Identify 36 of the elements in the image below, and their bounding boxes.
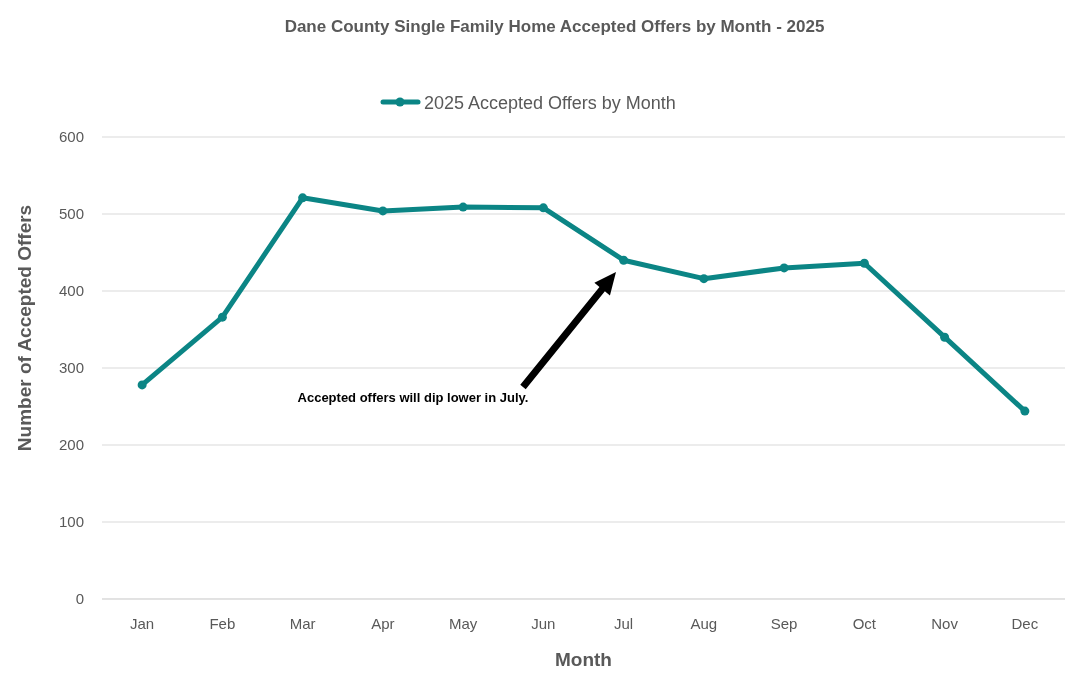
point	[137, 380, 147, 390]
y-tick-label: 0	[75, 590, 84, 607]
point	[779, 263, 789, 273]
point	[458, 202, 468, 212]
point	[619, 255, 629, 265]
point	[298, 193, 308, 203]
y-tick-label: 600	[58, 128, 84, 145]
x-tick-label: Oct	[852, 615, 877, 632]
x-tick-label: Mar	[289, 615, 316, 632]
x-tick-label: Nov	[931, 615, 959, 632]
x-tick-label: Jul	[614, 615, 634, 632]
annotation: Accepted offers will dip lower in July.	[297, 390, 529, 405]
x-tick-label: Aug	[690, 615, 718, 632]
point	[859, 258, 869, 268]
y-axis-title: Number of Accepted Offers	[14, 204, 35, 452]
point	[940, 332, 950, 342]
point	[538, 203, 548, 213]
point	[699, 274, 709, 284]
x-tick-label: Dec	[1011, 615, 1039, 632]
x-tick-label: May	[448, 615, 478, 632]
x-tick-label: Sep	[770, 615, 798, 632]
x-tick-label: Apr	[371, 615, 395, 632]
y-tick-label: 400	[58, 282, 84, 299]
point	[1020, 406, 1030, 416]
x-tick-label: Jan	[130, 615, 155, 632]
y-tick-label: 300	[58, 359, 84, 376]
x-tick-label: Feb	[209, 615, 236, 632]
y-tick-label: 200	[58, 436, 84, 453]
y-tick-label: 100	[58, 513, 84, 530]
x-axis-title: Month	[555, 649, 612, 670]
x-tick-label: Jun	[531, 615, 556, 632]
point	[378, 206, 388, 216]
chart-title: Dane County Single Family Home Accepted Offers by Month - 2025	[284, 17, 825, 36]
legend-label: 2025 Accepted Offers by Month	[424, 93, 676, 113]
point	[217, 312, 227, 322]
y-tick-label: 500	[58, 205, 84, 222]
